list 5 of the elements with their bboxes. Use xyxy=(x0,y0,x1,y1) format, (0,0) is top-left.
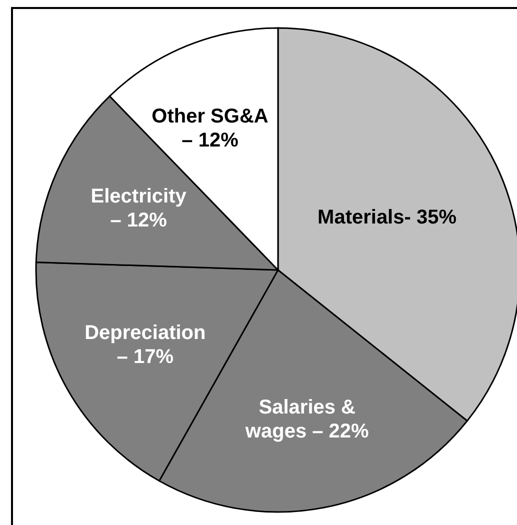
slice-label: Electricity – 12% xyxy=(90,185,188,232)
slice-label: Other SG&A – 12% xyxy=(152,106,268,152)
slice-label: Materials- 35% xyxy=(318,206,457,228)
slice-label: Salaries & wages – 22% xyxy=(244,396,370,443)
slice-label: Depreciation – 17% xyxy=(84,322,206,368)
